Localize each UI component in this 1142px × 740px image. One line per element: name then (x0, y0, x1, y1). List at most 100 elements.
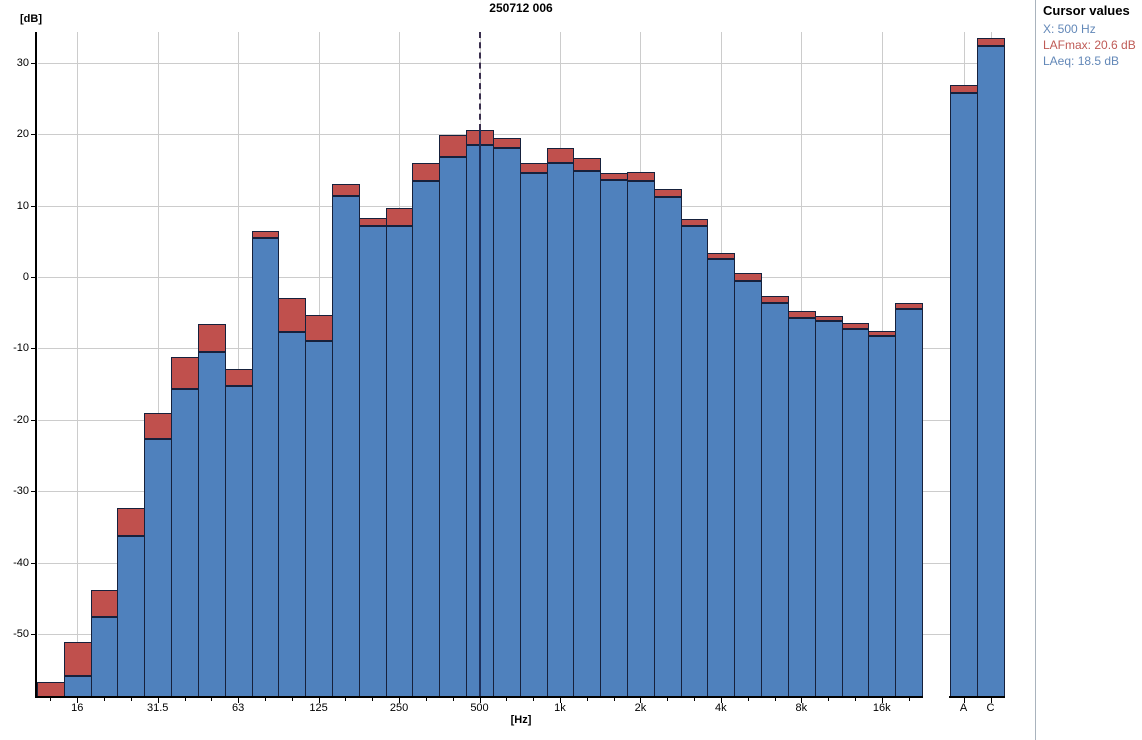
laeq-bar-10k[interactable] (814, 320, 843, 698)
lafmax-bar-2.5k[interactable] (653, 189, 682, 197)
laeq-bar-400[interactable] (439, 157, 468, 698)
lafmax-bar-80[interactable] (251, 231, 280, 238)
v-gridline (157, 32, 159, 697)
lafmax-bar-160[interactable] (332, 184, 360, 196)
laeq-bar-40[interactable] (171, 389, 199, 698)
x-minor-tick (452, 698, 454, 701)
x-major-tick (157, 698, 159, 703)
laeq-bar-1k[interactable] (546, 162, 575, 698)
lafmax-bar-200[interactable] (358, 218, 387, 226)
x-major-tick (881, 698, 883, 703)
lafmax-bar-10k[interactable] (814, 315, 843, 321)
laeq-bar-1.25k[interactable] (573, 170, 602, 698)
lafmax-bar-63[interactable] (224, 369, 253, 386)
y-axis-tick (31, 634, 35, 636)
laeq-bar-63[interactable] (224, 385, 253, 698)
laeq-bar-50[interactable] (197, 352, 226, 698)
lafmax-bar-16k[interactable] (868, 330, 897, 337)
laeq-bar-200[interactable] (358, 225, 387, 698)
lafmax-bar-20[interactable] (90, 589, 119, 617)
laeq-bar-20k[interactable] (895, 309, 923, 698)
lafmax-bar-31.5[interactable] (144, 412, 173, 440)
laeq-bar-630[interactable] (492, 148, 521, 698)
laeq-bar-100[interactable] (278, 332, 307, 698)
lafmax-bar-12.5k[interactable] (841, 322, 870, 330)
lafmax-bar-100[interactable] (278, 297, 307, 332)
laeq-bar-125[interactable] (305, 340, 333, 698)
x-minor-tick (533, 698, 535, 701)
laeq-bar-C[interactable] (977, 45, 1005, 698)
x-minor-tick (345, 698, 347, 701)
x-minor-tick (104, 698, 106, 701)
laeq-bar-20[interactable] (90, 617, 119, 698)
laeq-bar-16k[interactable] (868, 336, 897, 698)
laeq-bar-315[interactable] (412, 181, 441, 698)
cursor-line-dashed[interactable] (478, 32, 481, 130)
y-axis-tick (31, 419, 35, 421)
laeq-bar-3.15k[interactable] (680, 225, 709, 698)
x-minor-tick (774, 698, 776, 701)
x-tick-label: 250 (389, 702, 409, 714)
lafmax-bar-C[interactable] (977, 37, 1005, 46)
lafmax-bar-20k[interactable] (895, 303, 923, 310)
lafmax-bar-A[interactable] (950, 84, 978, 93)
y-axis-tick (31, 348, 35, 350)
x-minor-tick (586, 698, 588, 701)
y-tick-label: -10 (13, 342, 29, 355)
lafmax-bar-8k[interactable] (787, 310, 816, 318)
y-tick-label: -40 (13, 556, 29, 569)
x-major-tick (720, 698, 722, 703)
laeq-bar-800[interactable] (519, 173, 548, 698)
lafmax-bar-1.6k[interactable] (600, 173, 628, 180)
laeq-bar-1.6k[interactable] (600, 179, 628, 698)
lafmax-bar-800[interactable] (519, 162, 548, 174)
x-major-tick (77, 698, 79, 703)
lafmax-bar-12.5[interactable] (37, 682, 65, 697)
lafmax-bar-6.3k[interactable] (761, 295, 789, 303)
lafmax-bar-630[interactable] (492, 137, 521, 149)
x-axis-line (949, 696, 1005, 698)
x-tick-label: A (959, 702, 968, 714)
laeq-bar-6.3k[interactable] (761, 302, 789, 698)
laeq-bar-25[interactable] (117, 536, 146, 698)
x-minor-tick (211, 698, 213, 701)
x-minor-tick (425, 698, 427, 701)
laeq-bar-8k[interactable] (787, 317, 816, 698)
lafmax-bar-2k[interactable] (627, 172, 655, 181)
lafmax-bar-16[interactable] (63, 642, 92, 677)
lafmax-bar-3.15k[interactable] (680, 219, 709, 226)
cursor-line-solid[interactable] (478, 129, 481, 697)
lafmax-bar-250[interactable] (385, 207, 414, 227)
lafmax-bar-4k[interactable] (707, 252, 736, 260)
lafmax-bar-125[interactable] (305, 314, 333, 341)
x-tick-label: 1k (554, 702, 566, 714)
laeq-bar-16[interactable] (63, 676, 92, 698)
lafmax-bar-50[interactable] (197, 324, 226, 352)
laeq-bar-2.5k[interactable] (653, 197, 682, 698)
plot-area[interactable] (37, 32, 1005, 698)
y-axis-tick (31, 277, 35, 278)
laeq-bar-80[interactable] (251, 237, 280, 698)
x-minor-tick (130, 698, 132, 701)
lafmax-bar-1.25k[interactable] (573, 158, 602, 171)
y-tick-label: -50 (13, 628, 29, 641)
y-axis-tick (31, 491, 35, 493)
lafmax-bar-400[interactable] (439, 134, 468, 157)
lafmax-bar-40[interactable] (171, 357, 199, 390)
lafmax-bar-315[interactable] (412, 163, 441, 182)
laeq-bar-31.5[interactable] (144, 439, 173, 698)
lafmax-bar-25[interactable] (117, 508, 146, 537)
h-gridline (38, 134, 1004, 136)
x-tick-label: 16 (71, 702, 84, 714)
laeq-bar-160[interactable] (332, 195, 360, 698)
laeq-bar-5k[interactable] (734, 281, 763, 698)
lafmax-bar-5k[interactable] (734, 273, 763, 282)
x-major-tick (238, 698, 240, 703)
laeq-bar-12.5k[interactable] (841, 329, 870, 698)
laeq-bar-4k[interactable] (707, 259, 736, 698)
laeq-bar-A[interactable] (950, 92, 978, 698)
laeq-bar-250[interactable] (385, 226, 414, 698)
laeq-bar-2k[interactable] (627, 180, 655, 698)
y-axis-tick (31, 205, 35, 207)
lafmax-bar-1k[interactable] (546, 148, 575, 163)
